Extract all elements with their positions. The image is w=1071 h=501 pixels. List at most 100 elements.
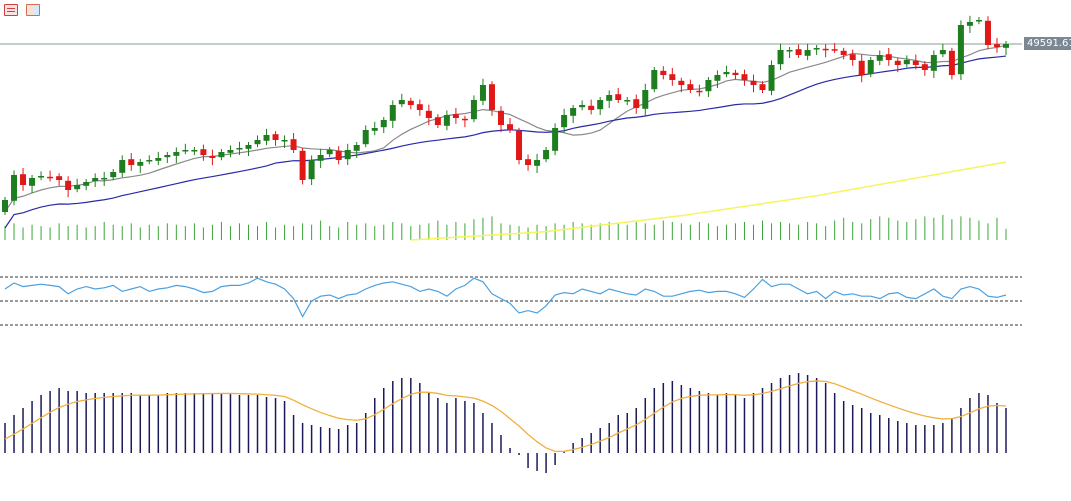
candle-down xyxy=(128,159,135,165)
candle-down xyxy=(885,54,892,60)
candle-up xyxy=(227,150,234,153)
volume-bars xyxy=(4,215,1007,240)
candle-up xyxy=(552,128,559,151)
candle-up xyxy=(263,135,270,141)
candle-down xyxy=(407,100,414,105)
candle-up xyxy=(705,80,712,92)
candle-up xyxy=(254,140,261,145)
candle-up xyxy=(597,100,604,110)
candle-down xyxy=(299,150,306,180)
candle-up xyxy=(939,50,946,55)
candle-down xyxy=(984,20,991,45)
candle-up xyxy=(110,172,117,178)
candle-down xyxy=(209,155,216,158)
template-icon[interactable] xyxy=(26,4,40,16)
candle-down xyxy=(497,110,504,125)
candle-down xyxy=(525,159,532,165)
candle-up xyxy=(543,150,550,160)
candle-up xyxy=(975,20,982,22)
candle-up xyxy=(714,75,721,81)
candle-up xyxy=(642,90,649,109)
candle-up xyxy=(867,60,874,75)
candle-down xyxy=(795,49,802,55)
candle-down xyxy=(660,70,667,75)
candle-down xyxy=(840,50,847,55)
candle-down xyxy=(633,99,640,108)
candle-up xyxy=(813,48,820,50)
candle-up xyxy=(443,115,450,126)
candle-up xyxy=(371,128,378,131)
candle-up xyxy=(146,160,153,162)
candle-down xyxy=(56,176,63,180)
candle-down xyxy=(696,90,703,93)
candle-down xyxy=(335,150,342,160)
candle-up xyxy=(786,50,793,52)
candle-down xyxy=(831,49,838,51)
candle-up xyxy=(876,55,883,61)
candle-down xyxy=(290,139,297,150)
moving-averages xyxy=(4,44,1007,229)
candle-up xyxy=(281,140,288,142)
candle-up xyxy=(101,178,108,180)
candle-up xyxy=(768,65,775,91)
candle-up xyxy=(173,152,180,156)
candle-down xyxy=(488,84,495,110)
candle-up xyxy=(191,150,198,152)
candle-down xyxy=(461,118,468,121)
ma-fast-line xyxy=(4,44,1007,213)
macd-panel xyxy=(4,373,1007,473)
candle-down xyxy=(200,149,207,155)
candle-up xyxy=(92,178,99,182)
candle-up xyxy=(579,105,586,108)
candle-down xyxy=(65,180,72,190)
candle-up xyxy=(777,50,784,65)
candle-up xyxy=(957,25,964,75)
candle-down xyxy=(434,117,441,125)
candle-down xyxy=(750,80,757,85)
candle-down xyxy=(516,130,523,160)
candle-down xyxy=(678,80,685,85)
candle-down xyxy=(425,110,432,118)
ma-long-line xyxy=(410,161,1007,241)
candle-up xyxy=(606,95,613,101)
candle-down xyxy=(732,72,739,75)
candle-up xyxy=(74,185,81,190)
rsi-panel xyxy=(0,276,1022,326)
candle-up xyxy=(561,115,568,128)
candle-down xyxy=(588,105,595,110)
candle-down xyxy=(759,84,766,90)
candle-up xyxy=(344,150,351,160)
candle-up xyxy=(38,176,45,178)
candle-up xyxy=(245,145,252,149)
candle-up xyxy=(236,148,243,150)
candle-up xyxy=(651,70,658,90)
candle-down xyxy=(948,50,955,75)
candle-up xyxy=(624,100,631,102)
candle-down xyxy=(272,134,279,140)
candle-up xyxy=(362,130,369,145)
candle-down xyxy=(507,124,514,130)
indicator-list-icon[interactable] xyxy=(4,4,18,16)
candle-down xyxy=(20,174,27,185)
candle-up xyxy=(11,175,18,201)
candle-up xyxy=(534,160,541,166)
candle-up xyxy=(326,150,333,155)
candle-up xyxy=(29,178,36,186)
candle-up xyxy=(723,72,730,75)
last-price-label: 49591.61 xyxy=(1024,37,1071,50)
rsi-line xyxy=(4,277,1007,318)
candle-up xyxy=(119,160,126,173)
candle-down xyxy=(894,60,901,65)
candle-up xyxy=(182,150,189,152)
candle-down xyxy=(452,114,459,118)
candle-down xyxy=(669,74,676,80)
candle-down xyxy=(416,104,423,110)
candle-up xyxy=(218,152,225,158)
macd-signal-line xyxy=(4,380,1007,453)
candle-up xyxy=(308,160,315,180)
ma-long-line xyxy=(410,161,1007,241)
candle-up xyxy=(470,100,477,120)
candle-up xyxy=(389,105,396,121)
candle-up xyxy=(966,22,973,26)
